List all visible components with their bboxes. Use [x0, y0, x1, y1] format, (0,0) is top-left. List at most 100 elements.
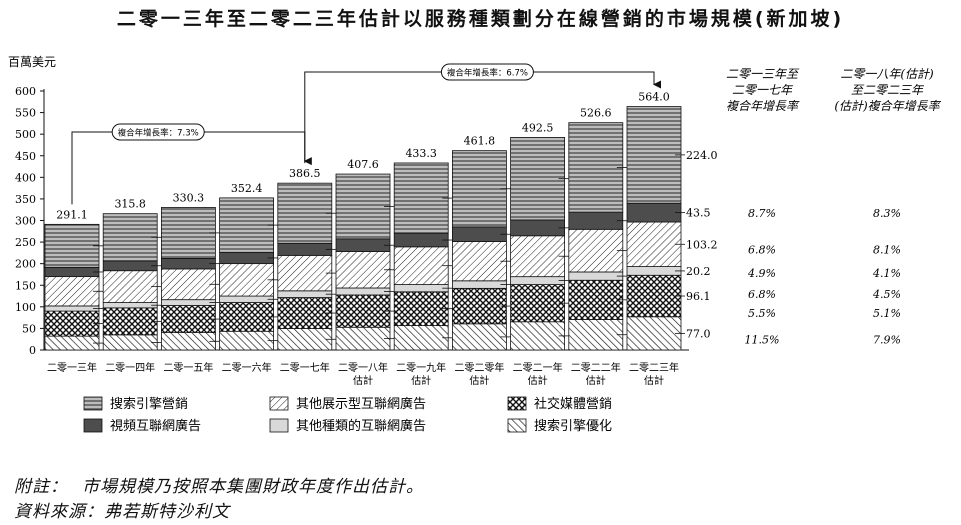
total-label: 315.8: [114, 198, 146, 211]
x-tick-label: 二零一四年: [105, 361, 155, 374]
data-label: 43.5: [686, 207, 711, 220]
y-tick-label: 0: [29, 344, 36, 357]
bar-segment: [510, 219, 566, 237]
bar-segment: [393, 325, 449, 351]
bar-segment: [393, 291, 449, 327]
cagr-table-header: 二零一八年(估計): [840, 67, 934, 81]
bar-segment: [568, 228, 624, 273]
bar-segment: [160, 332, 216, 351]
x-tick-label: 二零一三年: [47, 361, 97, 374]
bar-segment: [451, 287, 507, 325]
bar-segment: [277, 328, 333, 351]
total-label: 526.6: [580, 107, 612, 120]
cagr-table-value: 8.1%: [873, 243, 901, 256]
legend-swatch: [269, 396, 289, 411]
bar-segment: [160, 299, 216, 306]
bar-segment: [451, 323, 507, 351]
data-label: 224.0: [686, 149, 718, 162]
legend-label: 視頻互聯網廣告: [110, 419, 201, 434]
total-label: 330.3: [173, 191, 205, 204]
x-tick-label: 二零二二年: [571, 361, 621, 374]
bar-segment: [102, 213, 158, 262]
total-label: 407.6: [347, 158, 379, 171]
x-tick-label: 二零二三年: [629, 361, 679, 374]
total-label: 352.4: [231, 182, 263, 195]
data-label: 77.0: [686, 327, 711, 340]
bar-segment: [102, 307, 158, 336]
legend-label: 社交媒體營銷: [534, 396, 612, 412]
bar-segment: [568, 122, 624, 213]
bar-segment: [451, 226, 507, 242]
cagr-table-value: 4.9%: [747, 267, 776, 280]
bar-segment: [219, 263, 275, 297]
cagr-bracket-line: [71, 131, 113, 205]
cagr-label-box: [111, 123, 205, 141]
bar-segment: [393, 232, 449, 248]
bar-segment: [393, 284, 449, 293]
x-tick-label: 估計: [353, 374, 373, 387]
legend-swatch: [507, 396, 527, 411]
x-tick-label: 估計: [528, 374, 548, 387]
cagr-table-header: 至二零二三年: [851, 83, 925, 97]
data-label: 103.2: [686, 238, 718, 251]
bar-segment: [626, 202, 682, 223]
y-tick-label: 350: [15, 193, 36, 206]
cagr-label: 複合年增長率：6.7%: [447, 68, 528, 79]
x-tick-label: 二零一五年: [163, 361, 213, 374]
legend-label: 其他種類的互聯網廣告: [296, 418, 426, 434]
total-label: 492.5: [522, 121, 554, 134]
bar-segment: [219, 197, 275, 253]
bar-segment: [393, 162, 449, 234]
bar-segment: [335, 173, 391, 240]
bar-segment: [44, 310, 100, 337]
y-tick-label: 50: [22, 322, 36, 335]
bar-segment: [626, 221, 682, 267]
x-tick-label: 二零一七年: [280, 361, 330, 374]
cagr-table-header: 二零一七年: [732, 83, 794, 97]
x-tick-label: 估計: [586, 374, 606, 387]
bar-segment: [451, 280, 507, 289]
legend-swatch: [269, 418, 289, 433]
bar-segment: [44, 276, 100, 307]
bar-segment: [510, 276, 566, 285]
y-tick-label: 150: [15, 279, 36, 292]
bar-segment: [219, 295, 275, 303]
x-tick-label: 估計: [469, 374, 489, 387]
bar-segment: [510, 137, 566, 221]
bar-segment: [510, 321, 566, 351]
source-note: 資料來源：弗若斯特沙利文: [14, 497, 230, 522]
bar-segment: [277, 297, 333, 329]
cagr-table-header: 二零一三年至: [726, 67, 800, 81]
bar-segment: [102, 302, 158, 309]
cagr-table-value: 11.5%: [745, 333, 780, 346]
bar-segment: [335, 238, 391, 252]
cagr-table-header: 複合年增長率: [726, 99, 800, 113]
y-tick-label: 600: [15, 85, 36, 98]
y-axis-label: 百萬美元: [8, 55, 56, 69]
legend-label: 搜索引擎優化: [534, 419, 612, 434]
x-tick-label: 二零二零年: [454, 361, 504, 374]
x-tick-label: 估計: [411, 374, 431, 387]
cagr-table-value: 7.9%: [873, 333, 901, 346]
bar-segment: [335, 294, 391, 328]
y-tick-label: 100: [15, 301, 36, 314]
bar-segment: [160, 305, 216, 334]
footnote: 附註： 市場規模乃按照本集團財政年度作出估計。: [14, 472, 424, 497]
bar-segment: [160, 268, 216, 301]
x-tick-label: 二零一六年: [222, 361, 272, 374]
x-tick-label: 估計: [644, 374, 664, 387]
total-label: 433.3: [405, 147, 437, 160]
bar-segment: [102, 270, 158, 303]
y-tick-label: 400: [15, 171, 36, 184]
total-label: 461.8: [464, 135, 496, 148]
bar-segment: [160, 207, 216, 259]
footnote-text: 市場規模乃按照本集團財政年度作出估計。: [82, 477, 424, 497]
cagr-table-value: 6.8%: [748, 288, 776, 301]
bar-segment: [451, 241, 507, 282]
bar-segment: [510, 284, 566, 323]
bar-segment: [277, 290, 333, 298]
total-label: 291.1: [56, 208, 88, 221]
bar-segment: [277, 182, 333, 244]
bar-segment: [335, 326, 391, 351]
legend-swatch: [83, 396, 103, 411]
